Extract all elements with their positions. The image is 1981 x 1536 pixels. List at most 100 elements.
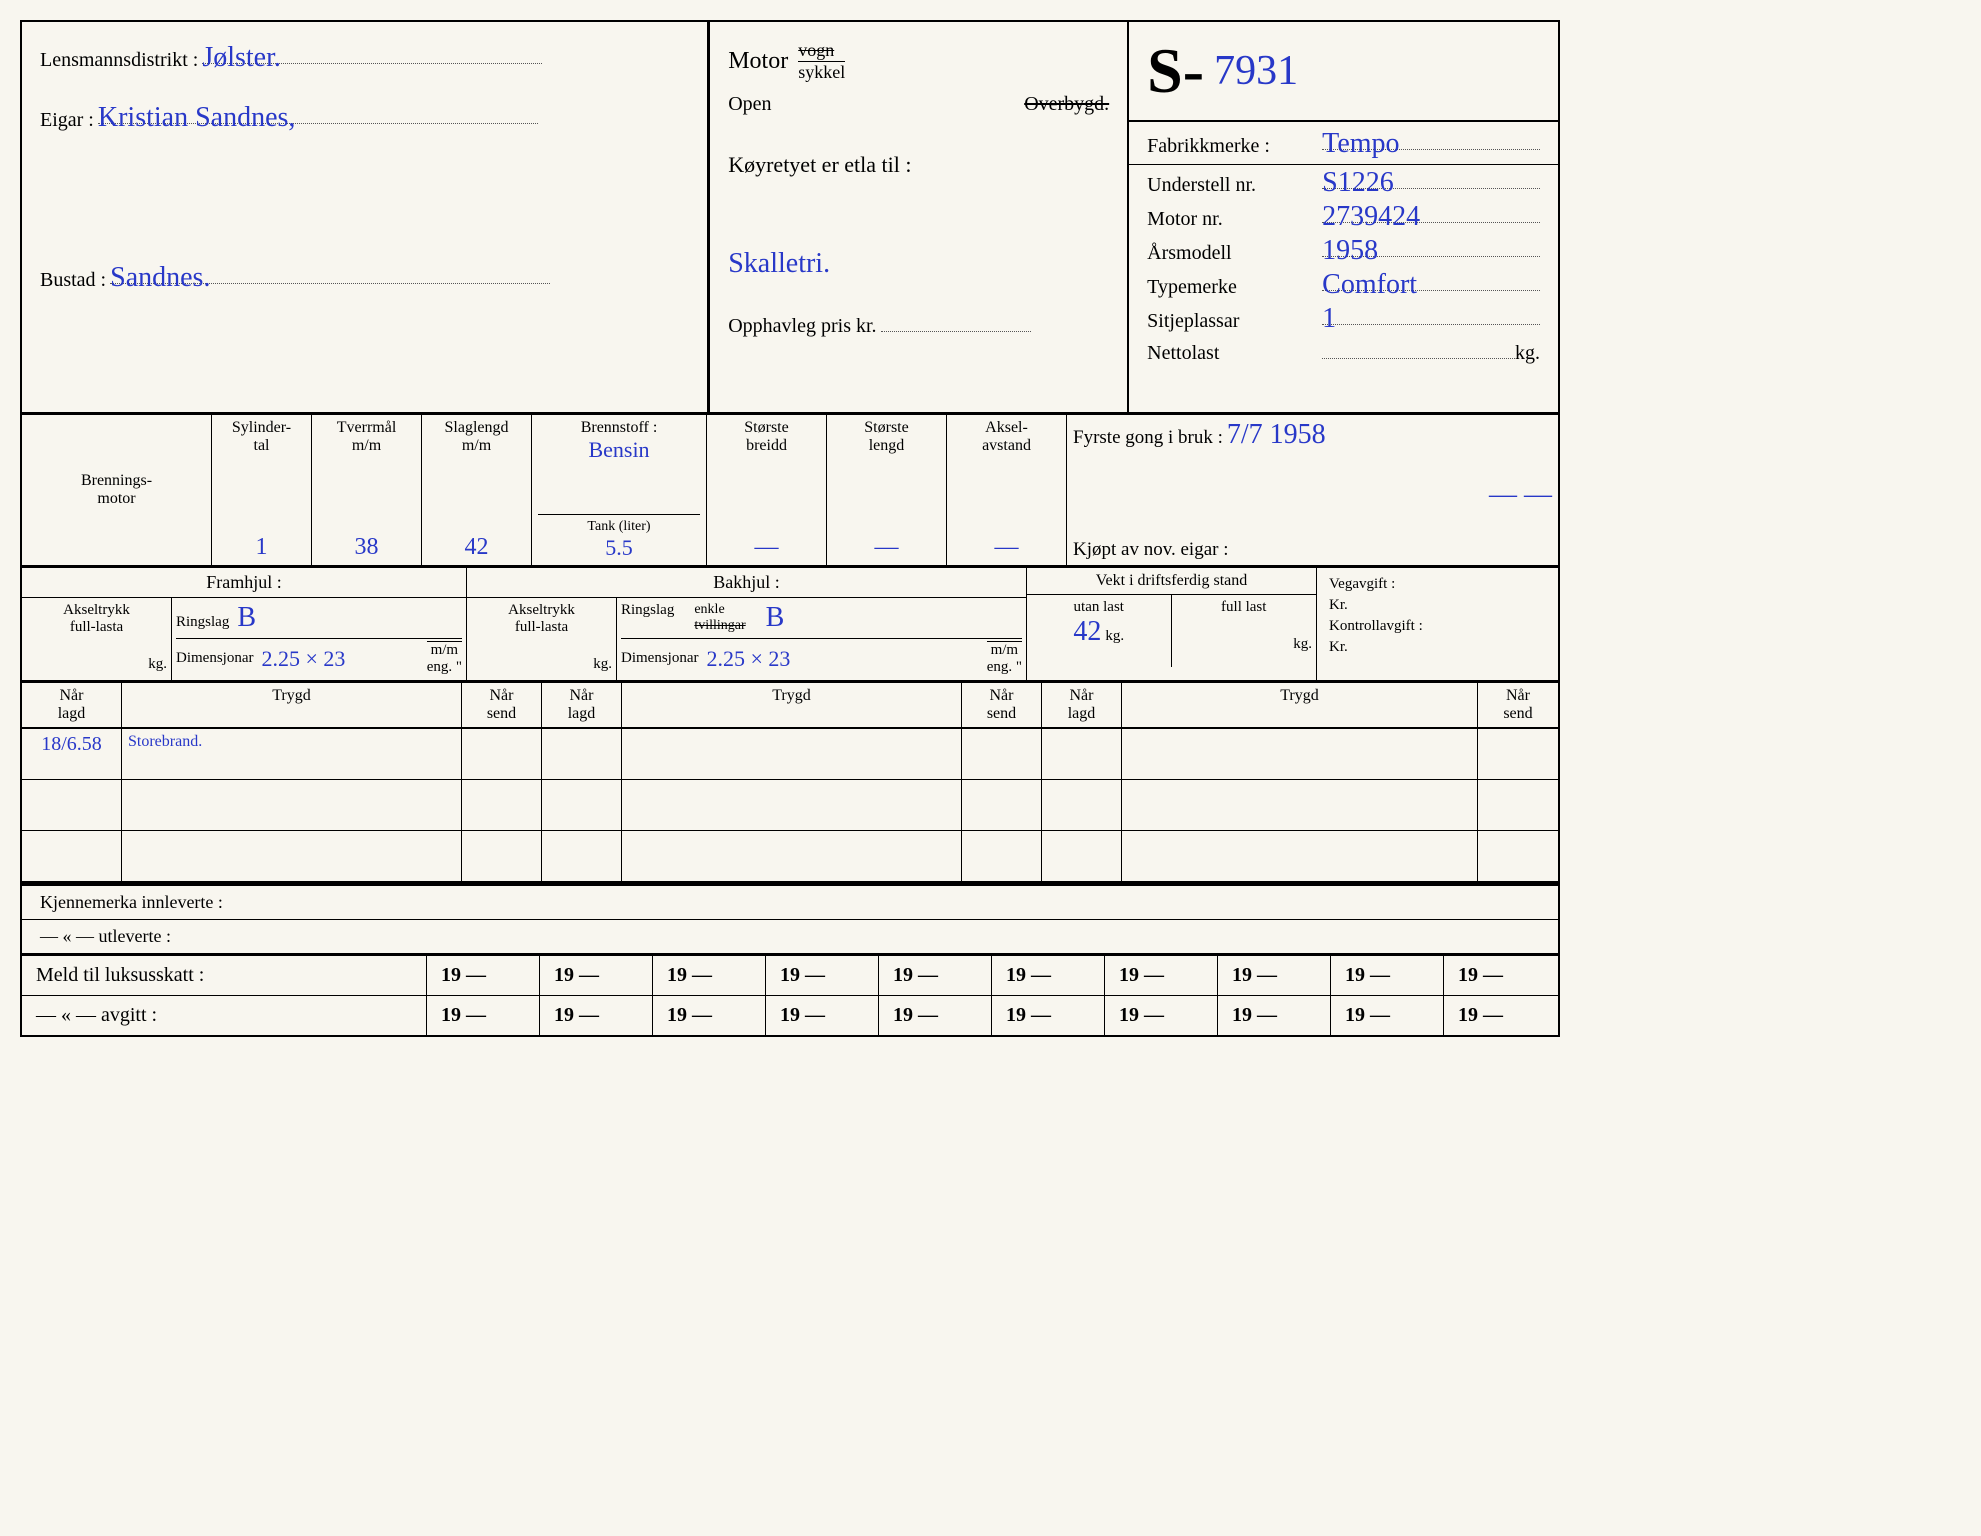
luk-label: Meld til luksusskatt : — [22, 956, 427, 995]
ring-f-label: Ringslag — [176, 614, 229, 630]
y2-6: 19 — — [992, 996, 1105, 1035]
sit-value: 1 — [1322, 303, 1540, 325]
kontroll-label: Kontrollavgift : — [1325, 614, 1550, 639]
lengd-value: — — [833, 534, 940, 561]
ring-b-value: B — [766, 602, 785, 634]
tank-value: 5.5 — [605, 535, 633, 560]
kg-suffix: kg. — [1515, 342, 1540, 365]
meld-row-1: Meld til luksusskatt : 19 — 19 — 19 — 19… — [22, 953, 1558, 995]
mm-eng-f: m/m eng. " — [427, 641, 462, 676]
fabrik-label: Fabrikkmerke : — [1147, 135, 1322, 158]
trygd-3: Trygd — [1122, 683, 1478, 727]
kg-full: kg. — [1176, 636, 1313, 653]
trygd-row-3 — [22, 831, 1558, 884]
y2-3: 19 — — [653, 996, 766, 1035]
enkle-label: enkle — [694, 602, 745, 618]
trygd-row-1: 18/6.58 Storebrand. — [22, 729, 1558, 780]
opphav-label: Opphavleg pris kr. — [728, 315, 876, 337]
vekt-label: Vekt i driftsferdig stand — [1027, 568, 1316, 595]
trygd-1: Trygd — [122, 683, 462, 727]
kjopt-value: — — — [1073, 479, 1552, 511]
trygd-2: Trygd — [622, 683, 962, 727]
top-right-col: S- 7931 Fabrikkmerke :Tempo Understell n… — [1129, 22, 1558, 412]
fram-label: Framhjul : — [22, 568, 466, 598]
under-label: Understell nr. — [1147, 174, 1322, 197]
overbygd-strike: Overbygd. — [1024, 93, 1109, 116]
etla-value: Skalletri. — [728, 248, 1109, 280]
y1-9: 19 — — [1331, 956, 1444, 995]
narlagd-3: Når lagd — [1042, 683, 1122, 727]
sykkel-label: sykkel — [798, 61, 845, 83]
eigar-value: Kristian Sandnes, — [98, 102, 538, 124]
slag-label: Slaglengd m/m — [428, 419, 525, 455]
narsend-1: Når send — [462, 683, 542, 727]
kr-2: Kr. — [1325, 639, 1550, 656]
dim-b-label: Dimensjonar — [621, 650, 698, 667]
akselav-value: — — [953, 534, 1060, 561]
kg-b: kg. — [471, 656, 612, 673]
innlev-label: Kjennemerka innleverte : — [40, 892, 223, 912]
motornr-label: Motor nr. — [1147, 208, 1322, 231]
y2-5: 19 — — [879, 996, 992, 1035]
top-left-col: Lensmannsdistrikt : Jølster. Eigar : Kri… — [22, 22, 710, 412]
wheels-row: Framhjul : Akseltrykk full-lasta kg. Rin… — [22, 568, 1558, 683]
lengd-label: Største lengd — [833, 419, 940, 455]
bustad-value: Sandnes. — [110, 262, 550, 284]
bak-label: Bakhjul : — [467, 568, 1026, 598]
aksel-f-label: Akseltrykk full-lasta — [26, 602, 167, 636]
engine-row: Brennings- motor Sylinder- tal1 Tverrmål… — [22, 412, 1558, 568]
syl-value: 1 — [218, 534, 305, 561]
fyrste-label: Fyrste gong i bruk : — [1073, 427, 1223, 448]
s-number: 7931 — [1214, 47, 1298, 95]
slag-value: 42 — [428, 534, 525, 561]
motor-label: Motor — [728, 48, 788, 75]
narlagd-2: Når lagd — [542, 683, 622, 727]
mm-eng-b: m/m eng. " — [987, 641, 1022, 676]
brenn-label: Brennings- motor — [28, 472, 205, 508]
y1-6: 19 — — [992, 956, 1105, 995]
kg-utan: kg. — [1105, 628, 1124, 644]
tank-label: Tank (liter) — [587, 519, 650, 534]
netto-label: Nettolast — [1147, 342, 1322, 365]
type-value: Comfort — [1322, 269, 1540, 291]
full-label: full last — [1176, 599, 1313, 616]
under-value: S1226 — [1322, 167, 1540, 189]
dim-b-value: 2.25 × 23 — [706, 646, 790, 672]
motornr-value: 2739424 — [1322, 201, 1540, 223]
aksel-b-label: Akseltrykk full-lasta — [471, 602, 612, 636]
top-mid-col: Motor vogn sykkel Open Overbygd. Køyrety… — [710, 22, 1129, 412]
open-label: Open — [728, 93, 771, 116]
y1-7: 19 — — [1105, 956, 1218, 995]
fyrste-value: 7/7 1958 — [1227, 419, 1326, 450]
registration-card: Lensmannsdistrikt : Jølster. Eigar : Kri… — [20, 20, 1560, 1037]
tverr-value: 38 — [318, 534, 415, 561]
sit-label: Sitjeplassar — [1147, 310, 1322, 333]
narlagd-1: Når lagd — [22, 683, 122, 727]
akselav-label: Aksel- avstand — [953, 419, 1060, 455]
reg-plate: S- 7931 — [1129, 22, 1558, 122]
utan-label: utan last — [1031, 599, 1167, 616]
dim-f-label: Dimensjonar — [176, 650, 253, 667]
utlev-label: — « — utleverte : — [40, 926, 171, 946]
tverr-label: Tverrmål m/m — [318, 419, 415, 455]
dim-f-value: 2.25 × 23 — [261, 646, 345, 672]
trygd-dato: 18/6.58 — [22, 729, 122, 779]
y2-2: 19 — — [540, 996, 653, 1035]
y2-10: 19 — — [1444, 996, 1558, 1035]
aar-label: Årsmodell — [1147, 242, 1322, 265]
avg-label: — « — avgitt : — [22, 996, 427, 1035]
trygd-row-2 — [22, 780, 1558, 831]
vogn-strike: vogn — [798, 40, 845, 61]
utlev-row: — « — utleverte : — [22, 919, 1558, 953]
ring-b-label: Ringslag — [621, 602, 674, 634]
y1-10: 19 — — [1444, 956, 1558, 995]
y2-7: 19 — — [1105, 996, 1218, 1035]
y2-9: 19 — — [1331, 996, 1444, 1035]
lensmanns-label: Lensmannsdistrikt : — [40, 49, 198, 71]
narsend-3: Når send — [1478, 683, 1558, 727]
lensmanns-value: Jølster. — [202, 42, 542, 64]
utan-value: 42 — [1073, 616, 1101, 647]
trygd-header: Når lagd Trygd Når send Når lagd Trygd N… — [22, 683, 1558, 729]
y2-8: 19 — — [1218, 996, 1331, 1035]
eigar-label: Eigar : — [40, 109, 94, 131]
